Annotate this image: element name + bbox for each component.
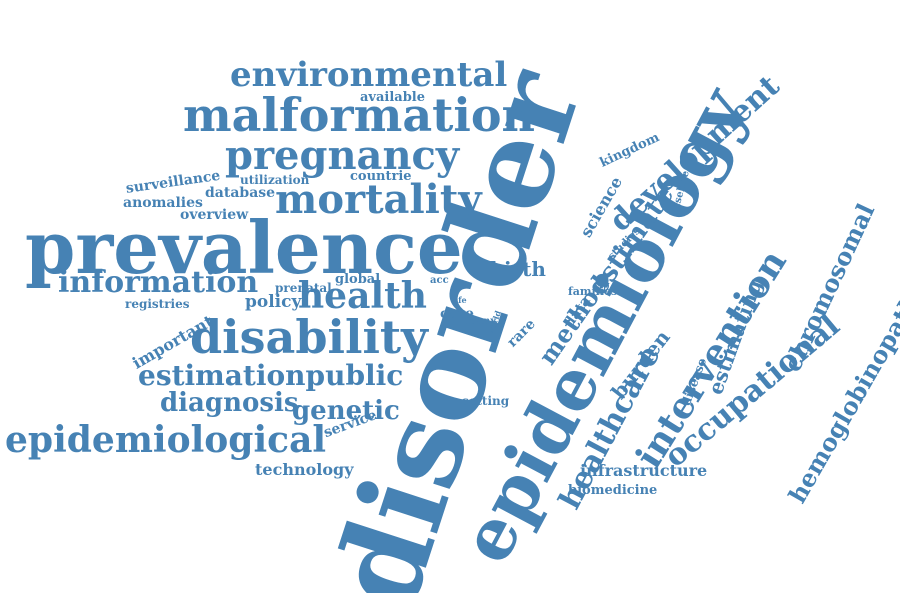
word-estimationpublic: estimationpublic xyxy=(138,359,404,392)
word-countrie: countrie xyxy=(350,169,412,184)
word-pregnancy: pregnancy xyxy=(225,132,460,179)
word-genetic: genetic xyxy=(292,396,400,426)
word-hemoglobinopathies: hemoglobinopathies xyxy=(782,256,900,508)
word-life: life xyxy=(452,295,467,305)
word-environmental: environmental xyxy=(230,55,508,95)
word-many: many xyxy=(466,316,497,327)
word-prenatal: prenatal xyxy=(275,281,332,295)
word-epidemiological: epidemiological xyxy=(5,419,327,461)
word-anomalies: anomalies xyxy=(123,195,203,211)
word-infrastructure: infrastructure xyxy=(580,461,708,480)
word-registries: registries xyxy=(125,297,190,311)
word-utilization: utilization xyxy=(240,173,310,187)
word-technology: technology xyxy=(255,460,354,479)
word-diagnosis: diagnosis xyxy=(160,388,299,418)
word-families: families xyxy=(568,285,618,298)
word-policy: policy xyxy=(245,292,302,312)
word-disability: disability xyxy=(190,310,428,364)
word-information: information xyxy=(58,265,259,300)
word-global: global xyxy=(335,272,381,287)
word-setting: setting xyxy=(462,394,510,408)
word-available: available xyxy=(360,90,425,105)
word-malformation: malformation xyxy=(183,88,535,142)
word-database: database xyxy=(205,185,276,201)
word-acc: acc xyxy=(430,275,449,286)
word-prevalence: prevalence xyxy=(25,205,463,290)
word-overview: overview xyxy=(180,207,249,223)
word-health: health xyxy=(298,275,427,317)
word-biomedicine: biomedicine xyxy=(568,483,658,498)
word-care: care xyxy=(440,306,474,322)
word-mortality: mortality xyxy=(275,176,482,223)
word-birth: birth xyxy=(490,257,546,281)
